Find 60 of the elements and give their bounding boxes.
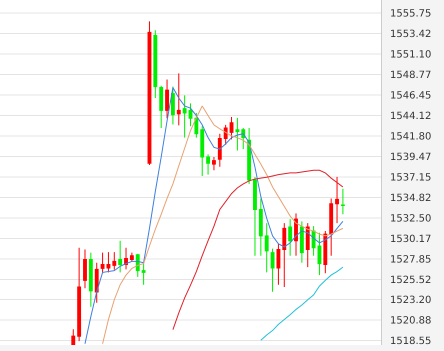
- candlestick: [300, 220, 304, 264]
- y-tick-label: 1553.42: [390, 29, 432, 40]
- candlestick: [247, 127, 252, 184]
- candlestick: [282, 222, 286, 288]
- candlestick: [288, 218, 292, 256]
- candlestick: [176, 72, 181, 126]
- candlestick: [224, 124, 228, 146]
- candlestick: [106, 252, 110, 273]
- candlestick: [142, 262, 146, 286]
- candlestick: [118, 240, 122, 273]
- y-tick-label: 1530.17: [390, 234, 432, 245]
- y-tick-label: 1525.52: [390, 274, 432, 286]
- candlestick: [88, 252, 93, 308]
- line-series: [172, 170, 344, 330]
- candlestick: [276, 243, 280, 286]
- candlestick: [218, 133, 222, 168]
- candlestick: [306, 222, 310, 268]
- candlestick: [264, 222, 269, 273]
- candlestick: [153, 30, 158, 99]
- y-tick-label: 1544.12: [390, 110, 432, 122]
- candlestick: [130, 252, 134, 262]
- y-tick-label: 1518.55: [390, 336, 432, 348]
- candlestick: [340, 188, 345, 215]
- candlestick: [253, 176, 257, 256]
- y-tick-label: 1539.47: [390, 152, 432, 163]
- candlestick: [77, 247, 82, 342]
- candlestick: [312, 226, 316, 256]
- y-tick-label: 1546.45: [390, 90, 432, 102]
- candlestick: [235, 117, 240, 151]
- candlestick: [124, 247, 128, 270]
- candlestick: [100, 252, 105, 274]
- candlestick: [335, 176, 339, 224]
- candlestick: [188, 102, 192, 127]
- y-tick-label: 1541.80: [390, 131, 432, 142]
- candlestick: [148, 20, 152, 166]
- candlestick: [270, 248, 274, 292]
- y-tick-label: 1523.20: [390, 295, 432, 306]
- candlestick: [200, 126, 204, 176]
- y-tick-label: 1527.85: [390, 254, 432, 266]
- candlestick: [318, 232, 322, 276]
- candlestick: [159, 85, 164, 128]
- line-series: [260, 266, 344, 341]
- candlestick: [83, 249, 87, 289]
- candlestick: [212, 156, 216, 171]
- y-tick-label: 1548.77: [390, 70, 432, 82]
- y-tick-label: 1537.15: [390, 172, 432, 184]
- y-tick-label: 1551.10: [390, 49, 432, 60]
- candlestick: [230, 116, 234, 140]
- y-tick-label: 1555.75: [390, 8, 432, 20]
- candlestick: [206, 154, 210, 176]
- candlestick: [112, 252, 116, 270]
- candlestick: [258, 198, 263, 256]
- candlestick: [170, 86, 175, 125]
- candlestick: [71, 328, 76, 345]
- y-tick-label: 1520.88: [390, 316, 432, 327]
- y-tick-label: 1532.50: [390, 213, 432, 224]
- candlestick: [182, 94, 187, 138]
- candlestick: [194, 112, 198, 138]
- candlestick: [165, 79, 169, 119]
- y-tick-label: 1534.82: [390, 192, 432, 204]
